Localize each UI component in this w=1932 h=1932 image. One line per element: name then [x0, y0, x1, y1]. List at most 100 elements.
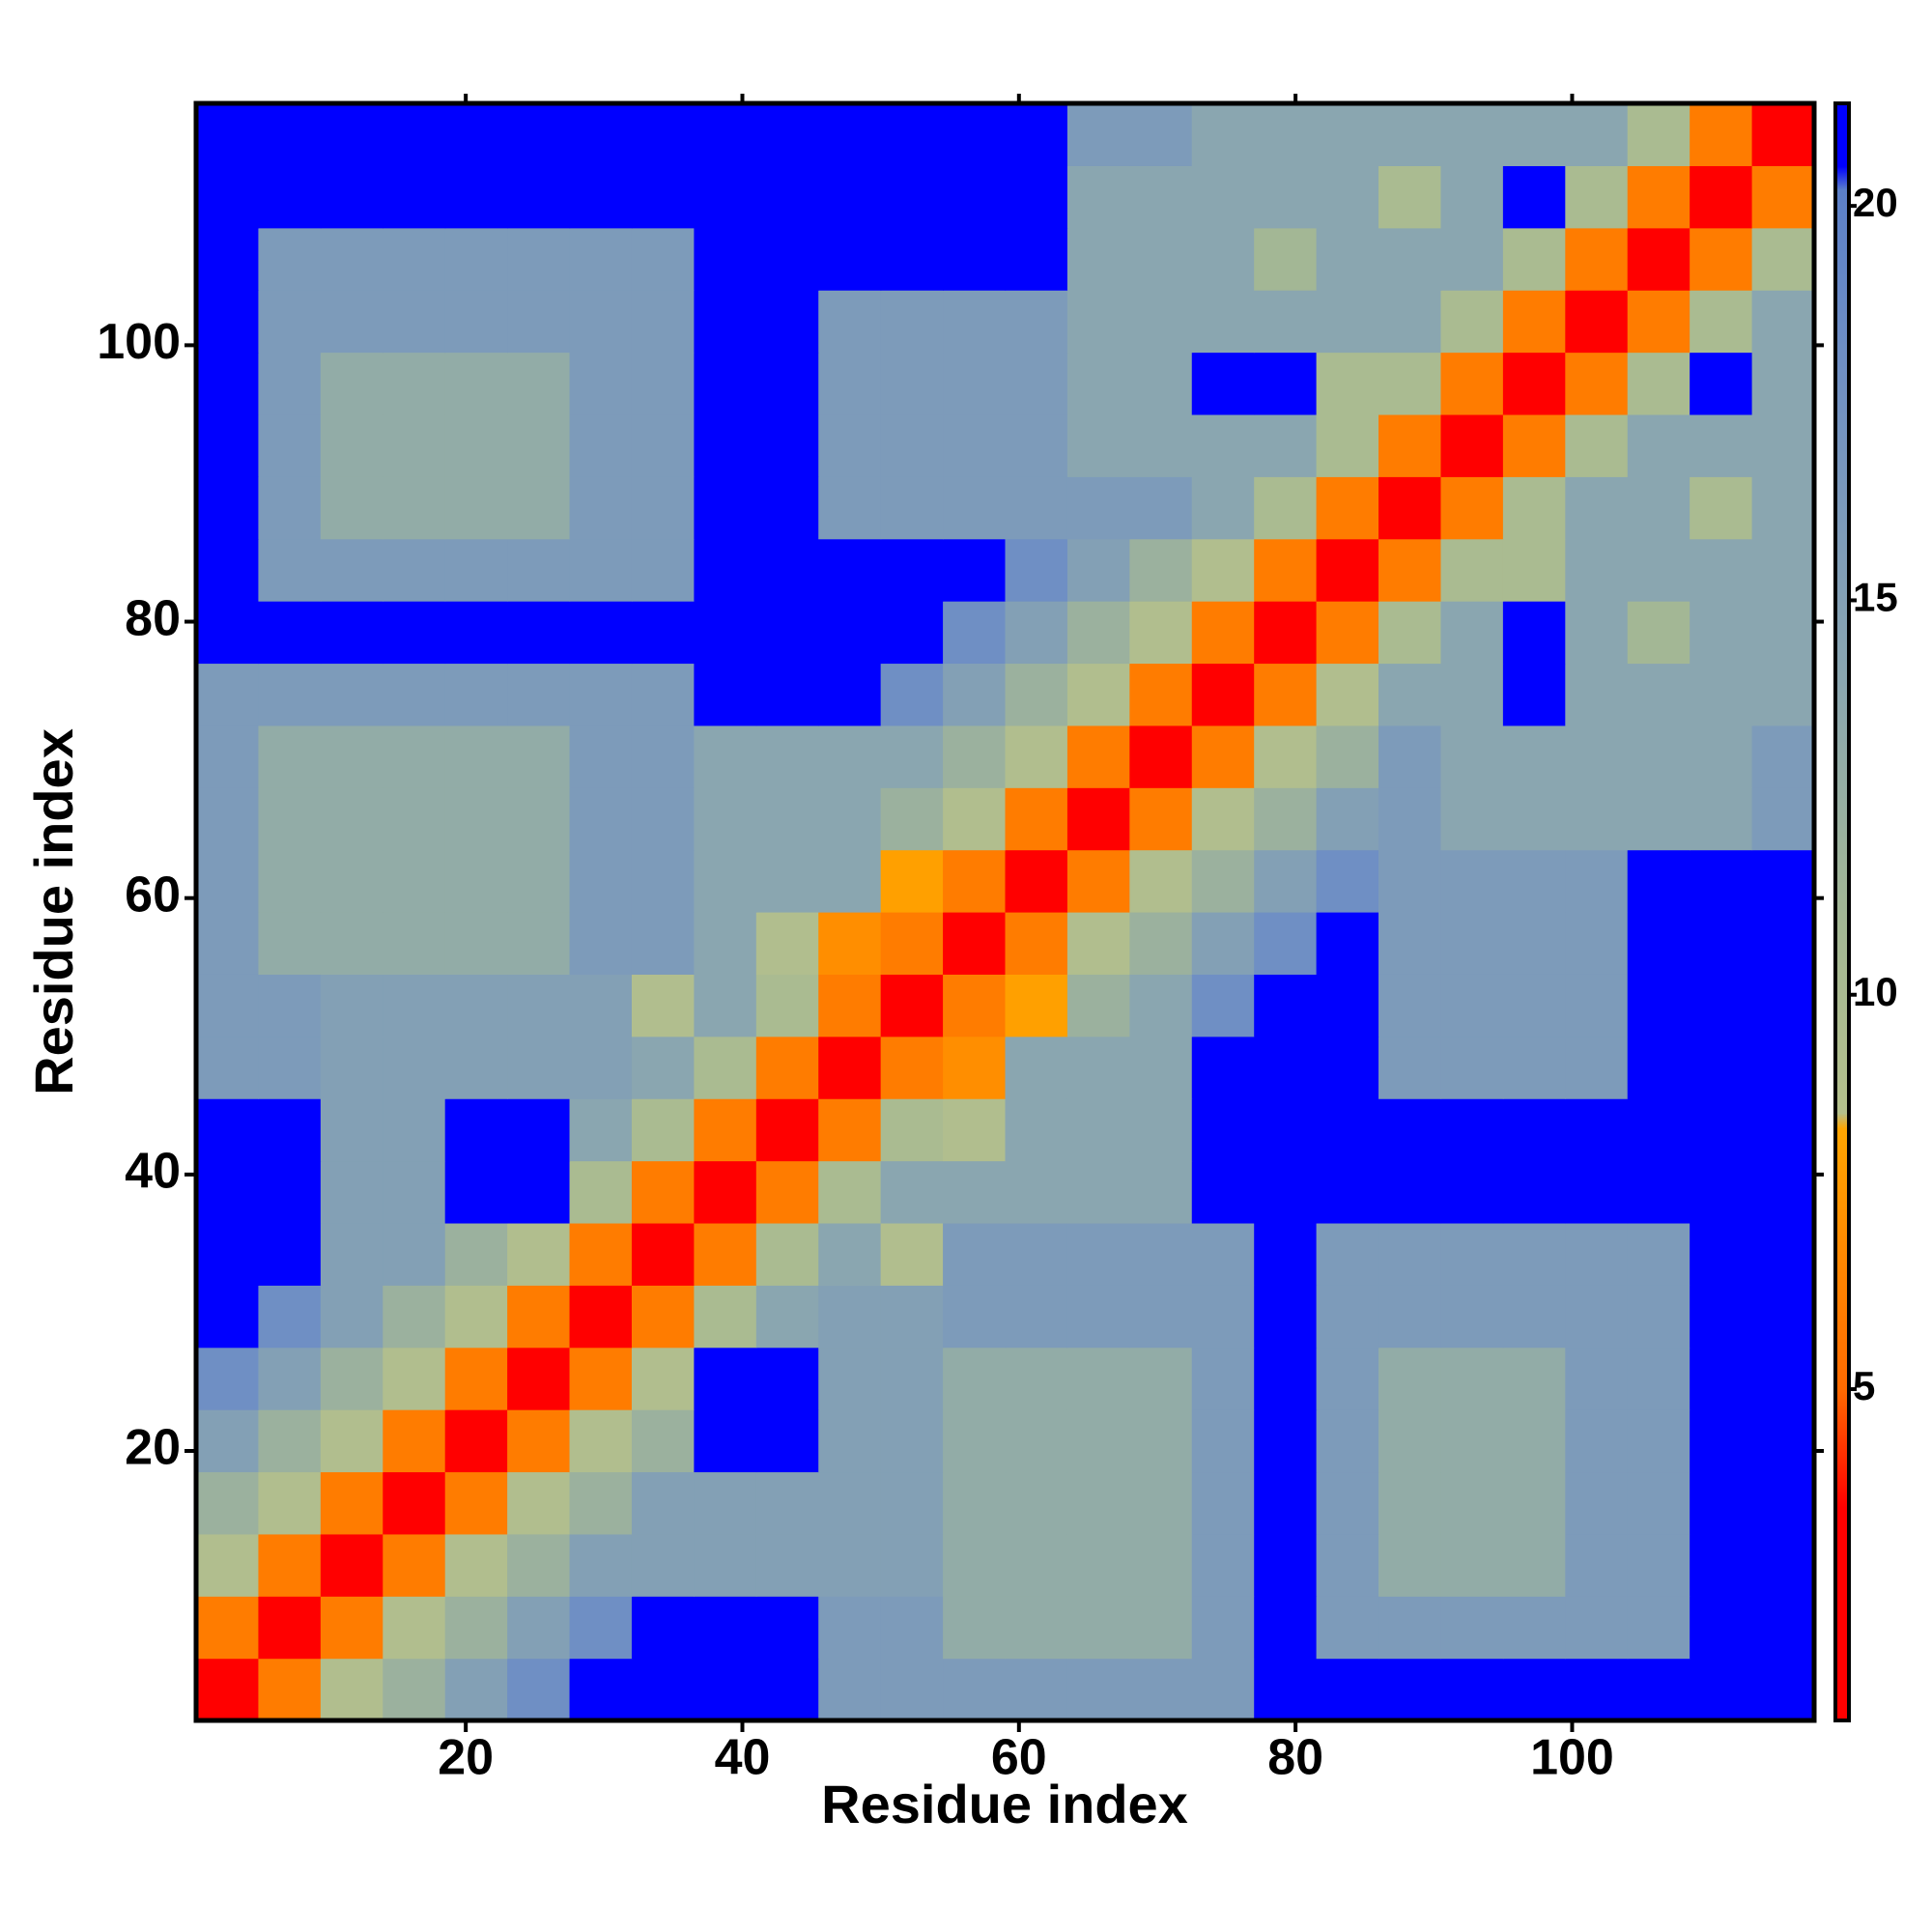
heatmap-cell — [755, 413, 819, 477]
heatmap-cell — [1378, 538, 1442, 602]
heatmap-cell — [880, 1533, 944, 1597]
heatmap-cell — [1565, 413, 1629, 477]
heatmap-cell — [880, 103, 944, 166]
heatmap-cell — [1254, 165, 1318, 229]
heatmap-cell — [383, 1222, 446, 1286]
colorbar-tick-label: 20 — [1853, 180, 1898, 225]
heatmap-cell — [755, 103, 819, 166]
heatmap-cell — [320, 1347, 384, 1410]
heatmap-cell — [1129, 1533, 1193, 1597]
heatmap-cell — [383, 724, 446, 788]
heatmap-cell — [569, 103, 633, 166]
heatmap-cell — [880, 1222, 944, 1286]
heatmap-cell — [569, 227, 633, 291]
heatmap-cell — [1005, 413, 1068, 477]
heatmap-cell — [383, 787, 446, 851]
heatmap-cell — [196, 290, 260, 354]
heatmap-cell — [1440, 974, 1504, 1037]
heatmap — [196, 103, 1814, 1720]
heatmap-cell — [444, 290, 508, 354]
heatmap-cell — [444, 1285, 508, 1349]
heatmap-cell — [1066, 601, 1130, 665]
heatmap-cell — [569, 1222, 633, 1286]
heatmap-cell — [1066, 290, 1130, 354]
heatmap-cell — [880, 663, 944, 726]
heatmap-cell — [1751, 1160, 1814, 1224]
heatmap-cell — [258, 724, 322, 788]
heatmap-cell — [444, 1471, 508, 1535]
heatmap-cell — [1565, 1036, 1629, 1099]
heatmap-cell — [1440, 724, 1504, 788]
heatmap-cell — [258, 787, 322, 851]
heatmap-cell — [1690, 787, 1753, 851]
heatmap-cell — [1440, 1471, 1504, 1535]
heatmap-cell — [1502, 1409, 1566, 1473]
heatmap-cell — [880, 974, 944, 1037]
heatmap-cell — [1751, 1471, 1814, 1535]
heatmap-cell — [1005, 1098, 1068, 1162]
heatmap-cell — [507, 663, 571, 726]
heatmap-cell — [694, 538, 757, 602]
heatmap-cell — [694, 974, 757, 1037]
heatmap-cell — [196, 974, 260, 1037]
heatmap-cell — [196, 1596, 260, 1660]
heatmap-cell — [818, 1596, 882, 1660]
heatmap-cell — [1129, 165, 1193, 229]
heatmap-cell — [694, 165, 757, 229]
heatmap-cell — [1378, 1533, 1442, 1597]
heatmap-cell — [1627, 849, 1690, 913]
heatmap-cell — [1440, 413, 1504, 477]
heatmap-cell — [1316, 1533, 1379, 1597]
heatmap-cell — [196, 787, 260, 851]
heatmap-cell — [1751, 1036, 1814, 1099]
heatmap-cell — [1627, 663, 1690, 726]
colorbar-tick-label: 5 — [1853, 1363, 1875, 1408]
heatmap-cell — [1565, 1347, 1629, 1410]
heatmap-cell — [1502, 476, 1566, 540]
heatmap-cell — [1690, 1533, 1753, 1597]
heatmap-cell — [258, 1471, 322, 1535]
heatmap-cell — [1191, 352, 1255, 415]
heatmap-cell — [943, 352, 1007, 415]
heatmap-cell — [694, 413, 757, 477]
heatmap-cell — [1129, 1098, 1193, 1162]
heatmap-cell — [1316, 538, 1379, 602]
heatmap-cell — [383, 1347, 446, 1410]
heatmap-cell — [444, 103, 508, 166]
heatmap-cell — [1440, 1658, 1504, 1720]
heatmap-cell — [1005, 352, 1068, 415]
heatmap-cell — [1378, 413, 1442, 477]
heatmap-cell — [1690, 849, 1753, 913]
heatmap-cell — [320, 601, 384, 665]
heatmap-cell — [1565, 1658, 1629, 1720]
heatmap-cell — [755, 227, 819, 291]
heatmap-cell — [1502, 1596, 1566, 1660]
heatmap-cell — [1751, 724, 1814, 788]
heatmap-cell — [1690, 663, 1753, 726]
heatmap-cell — [1378, 290, 1442, 354]
heatmap-cell — [1066, 1098, 1130, 1162]
heatmap-cell — [258, 165, 322, 229]
heatmap-cell — [1254, 103, 1318, 166]
heatmap-cell — [818, 601, 882, 665]
heatmap-cell — [694, 912, 757, 975]
heatmap-cell — [1254, 290, 1318, 354]
heatmap-cell — [631, 352, 695, 415]
heatmap-cell — [943, 290, 1007, 354]
heatmap-cell — [569, 1347, 633, 1410]
heatmap-cell — [755, 787, 819, 851]
heatmap-cell — [507, 1409, 571, 1473]
heatmap-cell — [1005, 165, 1068, 229]
heatmap-cell — [1690, 476, 1753, 540]
heatmap-cell — [1502, 912, 1566, 975]
heatmap-cell — [631, 1036, 695, 1099]
heatmap-cell — [320, 787, 384, 851]
heatmap-cell — [258, 1098, 322, 1162]
heatmap-cell — [1066, 1160, 1130, 1224]
heatmap-cell — [258, 290, 322, 354]
heatmap-cell — [1316, 476, 1379, 540]
heatmap-cell — [1378, 165, 1442, 229]
heatmap-cell — [1066, 103, 1130, 166]
heatmap-cell — [943, 1160, 1007, 1224]
heatmap-cell — [1378, 724, 1442, 788]
